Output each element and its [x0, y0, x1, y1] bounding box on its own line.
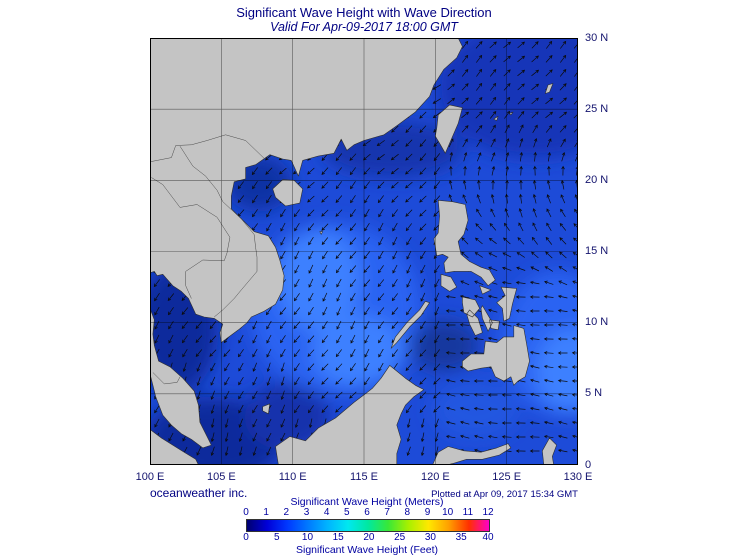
chart-subtitle: Valid For Apr-09-2017 18:00 GMT	[270, 20, 458, 34]
lon-tick-label: 130 E	[563, 471, 593, 483]
lat-tick-label: 20 N	[585, 173, 609, 186]
lon-tick-label: 120 E	[420, 471, 450, 483]
feet-tick: 20	[363, 532, 375, 543]
meters-tick: 11	[462, 507, 474, 518]
lon-tick-label: 110 E	[278, 471, 307, 483]
lat-tick-label: 30 N	[585, 31, 609, 44]
meters-tick: 8	[404, 507, 411, 518]
feet-tick: 10	[301, 532, 314, 543]
lat-tick-label: 0	[585, 458, 592, 471]
meters-tick: 5	[344, 507, 350, 518]
lon-tick-label: 115 E	[350, 471, 378, 483]
graticule-grid	[150, 38, 578, 465]
wave-map	[150, 38, 578, 465]
meters-tick: 3	[303, 507, 310, 518]
meters-tick: 0	[243, 507, 249, 518]
meters-tick: 12	[482, 507, 494, 518]
feet-tick: 35	[455, 532, 467, 543]
meters-tick: 2	[283, 507, 290, 518]
lat-tick-label: 10 N	[585, 316, 609, 329]
meters-tick: 10	[442, 507, 454, 518]
lat-tick-label: 25 N	[585, 102, 609, 115]
chart-title: Significant Wave Height with Wave Direct…	[236, 5, 492, 20]
lon-tick-label: 105 E	[206, 471, 236, 483]
meters-tick: 4	[323, 507, 330, 518]
plotted-timestamp: Plotted at Apr 09, 2017 15:34 GMT	[431, 489, 578, 500]
feet-tick: 0	[243, 532, 249, 543]
colorbar-gradient	[246, 519, 490, 532]
colorbar-feet-label: Significant Wave Height (Feet)	[295, 544, 439, 556]
lon-tick-label: 125 E	[492, 471, 522, 483]
map-frame	[150, 38, 578, 465]
lat-tick-label: 5 N	[585, 387, 603, 400]
feet-tick: 30	[424, 532, 436, 543]
feet-tick: 40	[482, 532, 494, 543]
feet-tick: 15	[332, 532, 344, 543]
credit-text: oceanweather inc.	[150, 486, 248, 500]
feet-tick: 5	[273, 532, 280, 543]
country-borders	[150, 134, 265, 385]
feet-tick: 25	[394, 532, 406, 543]
meters-tick: 1	[263, 507, 269, 518]
meters-tick: 9	[424, 507, 431, 518]
meters-tick: 6	[364, 507, 370, 518]
lat-tick-label: 15 N	[585, 245, 609, 257]
meters-tick: 7	[384, 507, 390, 518]
colorbar-meters-label: Significant Wave Height (Meters)	[290, 496, 444, 508]
lon-tick-label: 100 E	[135, 471, 165, 483]
